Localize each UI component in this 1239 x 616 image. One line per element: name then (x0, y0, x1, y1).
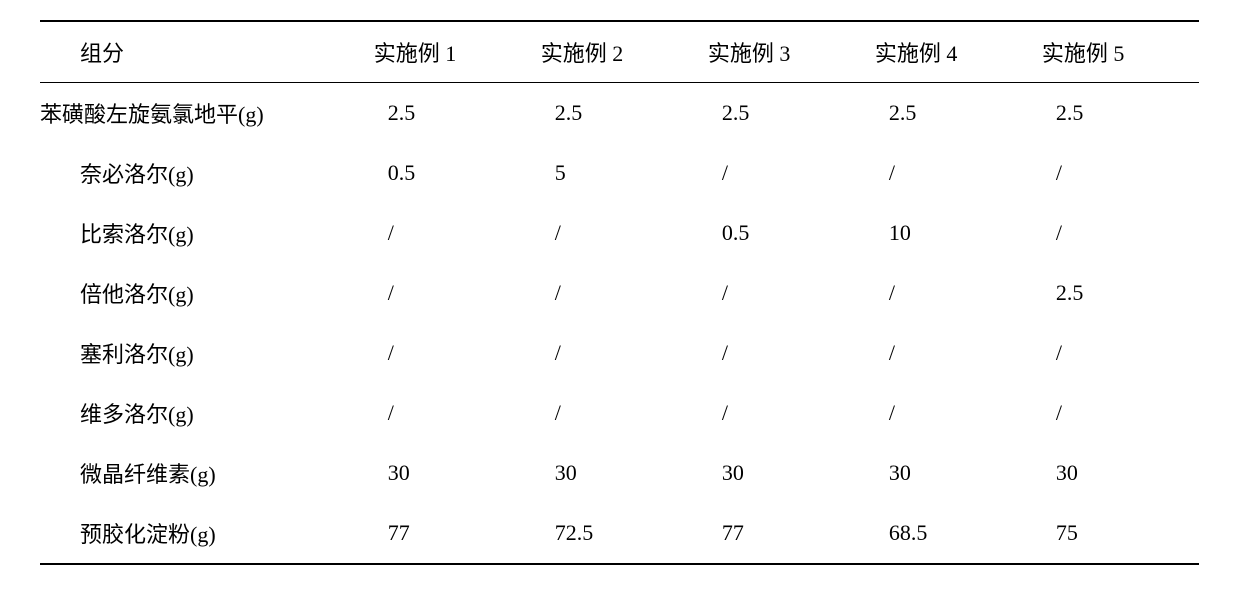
table-row: 比索洛尔(g)//0.510/ (40, 203, 1199, 263)
cell-value: / (1032, 143, 1199, 203)
table-row: 苯磺酸左旋氨氯地平(g)2.52.52.52.52.5 (40, 83, 1199, 144)
cell-value: / (364, 203, 531, 263)
cell-value: 30 (531, 443, 698, 503)
cell-value: / (1032, 383, 1199, 443)
composition-table: 组分 实施例 1 实施例 2 实施例 3 实施例 4 实施例 5 苯磺酸左旋氨氯… (40, 20, 1199, 565)
cell-value: 10 (865, 203, 1032, 263)
table-row: 塞利洛尔(g)///// (40, 323, 1199, 383)
cell-value: / (364, 263, 531, 323)
cell-value: 30 (364, 443, 531, 503)
cell-value: 0.5 (698, 203, 865, 263)
cell-value: / (531, 383, 698, 443)
table-body: 苯磺酸左旋氨氯地平(g)2.52.52.52.52.5奈必洛尔(g)0.55//… (40, 83, 1199, 565)
row-label: 比索洛尔(g) (40, 203, 364, 263)
cell-value: 30 (865, 443, 1032, 503)
col-header-component: 组分 (40, 21, 364, 83)
col-header-ex2: 实施例 2 (531, 21, 698, 83)
cell-value: / (865, 383, 1032, 443)
cell-value: 2.5 (865, 83, 1032, 144)
cell-value: / (531, 263, 698, 323)
table-row: 倍他洛尔(g)////2.5 (40, 263, 1199, 323)
cell-value: 68.5 (865, 503, 1032, 564)
row-label: 倍他洛尔(g) (40, 263, 364, 323)
cell-value: / (865, 143, 1032, 203)
cell-value: / (698, 323, 865, 383)
cell-value: 5 (531, 143, 698, 203)
cell-value: / (364, 383, 531, 443)
cell-value: / (531, 203, 698, 263)
cell-value: / (865, 263, 1032, 323)
cell-value: 77 (364, 503, 531, 564)
cell-value: / (531, 323, 698, 383)
col-header-ex5: 实施例 5 (1032, 21, 1199, 83)
row-label: 塞利洛尔(g) (40, 323, 364, 383)
cell-value: 2.5 (698, 83, 865, 144)
cell-value: / (364, 323, 531, 383)
col-header-ex4: 实施例 4 (865, 21, 1032, 83)
table-header-row: 组分 实施例 1 实施例 2 实施例 3 实施例 4 实施例 5 (40, 21, 1199, 83)
row-label: 微晶纤维素(g) (40, 443, 364, 503)
row-label: 维多洛尔(g) (40, 383, 364, 443)
cell-value: / (1032, 203, 1199, 263)
cell-value: 75 (1032, 503, 1199, 564)
cell-value: 2.5 (1032, 263, 1199, 323)
cell-value: 30 (698, 443, 865, 503)
row-label: 奈必洛尔(g) (40, 143, 364, 203)
cell-value: 30 (1032, 443, 1199, 503)
cell-value: / (698, 383, 865, 443)
cell-value: 0.5 (364, 143, 531, 203)
col-header-ex3: 实施例 3 (698, 21, 865, 83)
cell-value: 2.5 (364, 83, 531, 144)
cell-value: 2.5 (1032, 83, 1199, 144)
table-row: 预胶化淀粉(g)7772.57768.575 (40, 503, 1199, 564)
cell-value: / (865, 323, 1032, 383)
table-row: 维多洛尔(g)///// (40, 383, 1199, 443)
table-row: 奈必洛尔(g)0.55/// (40, 143, 1199, 203)
cell-value: 72.5 (531, 503, 698, 564)
row-label: 预胶化淀粉(g) (40, 503, 364, 564)
cell-value: 77 (698, 503, 865, 564)
row-label: 苯磺酸左旋氨氯地平(g) (40, 83, 364, 144)
col-header-ex1: 实施例 1 (364, 21, 531, 83)
cell-value: / (1032, 323, 1199, 383)
cell-value: 2.5 (531, 83, 698, 144)
cell-value: / (698, 143, 865, 203)
cell-value: / (698, 263, 865, 323)
table-row: 微晶纤维素(g)3030303030 (40, 443, 1199, 503)
